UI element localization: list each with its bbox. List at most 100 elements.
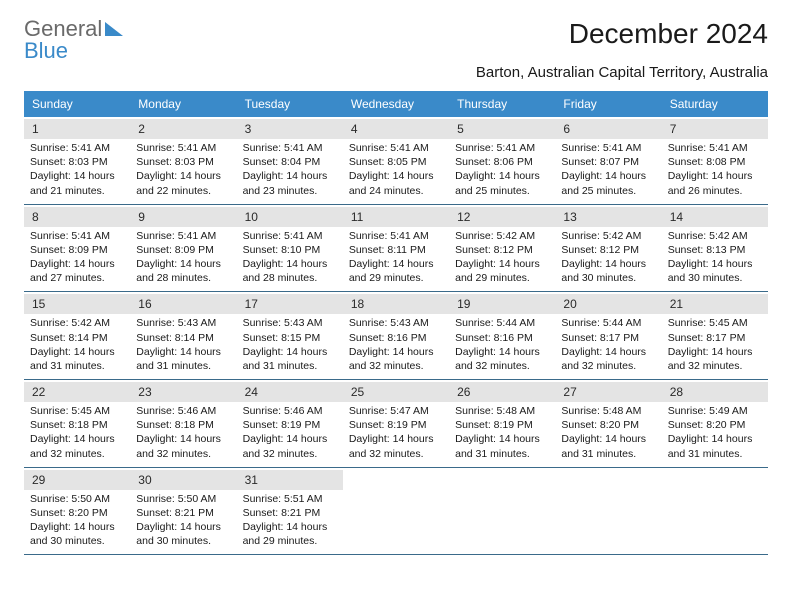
day-number: 10 bbox=[237, 207, 266, 227]
sunrise-line: Sunrise: 5:48 AM bbox=[455, 404, 549, 418]
day-number: 18 bbox=[343, 294, 372, 314]
logo-text-2: Blue bbox=[24, 38, 68, 63]
day-number bbox=[449, 477, 465, 483]
sunrise-line: Sunrise: 5:42 AM bbox=[30, 316, 124, 330]
sunset-line: Sunset: 8:19 PM bbox=[455, 418, 549, 432]
calendar-day: 16Sunrise: 5:43 AMSunset: 8:14 PMDayligh… bbox=[130, 292, 236, 379]
day-number: 23 bbox=[130, 382, 159, 402]
calendar-day: 11Sunrise: 5:41 AMSunset: 8:11 PMDayligh… bbox=[343, 205, 449, 292]
daylight-line: Daylight: 14 hours and 23 minutes. bbox=[243, 169, 337, 197]
logo: General Blue bbox=[24, 18, 123, 62]
sunrise-line: Sunrise: 5:41 AM bbox=[243, 141, 337, 155]
weekday-header: Monday bbox=[130, 91, 236, 117]
daylight-line: Daylight: 14 hours and 31 minutes. bbox=[136, 345, 230, 373]
daylight-line: Daylight: 14 hours and 32 minutes. bbox=[136, 432, 230, 460]
sunrise-line: Sunrise: 5:44 AM bbox=[455, 316, 549, 330]
calendar-day bbox=[555, 468, 661, 555]
weekday-header-row: SundayMondayTuesdayWednesdayThursdayFrid… bbox=[24, 91, 768, 117]
daylight-line: Daylight: 14 hours and 32 minutes. bbox=[668, 345, 762, 373]
sunset-line: Sunset: 8:18 PM bbox=[30, 418, 124, 432]
sunset-line: Sunset: 8:20 PM bbox=[561, 418, 655, 432]
daylight-line: Daylight: 14 hours and 32 minutes. bbox=[455, 345, 549, 373]
day-number: 9 bbox=[130, 207, 153, 227]
calendar-day: 15Sunrise: 5:42 AMSunset: 8:14 PMDayligh… bbox=[24, 292, 130, 379]
sunset-line: Sunset: 8:05 PM bbox=[349, 155, 443, 169]
day-number: 24 bbox=[237, 382, 266, 402]
sunrise-line: Sunrise: 5:42 AM bbox=[455, 229, 549, 243]
sunrise-line: Sunrise: 5:42 AM bbox=[668, 229, 762, 243]
sunrise-line: Sunrise: 5:51 AM bbox=[243, 492, 337, 506]
day-number: 28 bbox=[662, 382, 691, 402]
calendar-day: 19Sunrise: 5:44 AMSunset: 8:16 PMDayligh… bbox=[449, 292, 555, 379]
sunrise-line: Sunrise: 5:43 AM bbox=[349, 316, 443, 330]
calendar-week: 15Sunrise: 5:42 AMSunset: 8:14 PMDayligh… bbox=[24, 292, 768, 380]
sunrise-line: Sunrise: 5:41 AM bbox=[30, 141, 124, 155]
daylight-line: Daylight: 14 hours and 31 minutes. bbox=[455, 432, 549, 460]
calendar-day: 17Sunrise: 5:43 AMSunset: 8:15 PMDayligh… bbox=[237, 292, 343, 379]
sunrise-line: Sunrise: 5:49 AM bbox=[668, 404, 762, 418]
daylight-line: Daylight: 14 hours and 24 minutes. bbox=[349, 169, 443, 197]
calendar-day: 30Sunrise: 5:50 AMSunset: 8:21 PMDayligh… bbox=[130, 468, 236, 555]
calendar-day: 13Sunrise: 5:42 AMSunset: 8:12 PMDayligh… bbox=[555, 205, 661, 292]
day-number: 2 bbox=[130, 119, 153, 139]
sunset-line: Sunset: 8:09 PM bbox=[30, 243, 124, 257]
day-number: 11 bbox=[343, 207, 371, 227]
calendar-day bbox=[343, 468, 449, 555]
daylight-line: Daylight: 14 hours and 30 minutes. bbox=[668, 257, 762, 285]
daylight-line: Daylight: 14 hours and 31 minutes. bbox=[668, 432, 762, 460]
calendar-day: 9Sunrise: 5:41 AMSunset: 8:09 PMDaylight… bbox=[130, 205, 236, 292]
calendar-day: 2 Sunrise: 5:41 AMSunset: 8:03 PMDaylight… bbox=[130, 117, 236, 204]
calendar-day: 3 Sunrise: 5:41 AMSunset: 8:04 PMDaylight… bbox=[237, 117, 343, 204]
sunset-line: Sunset: 8:11 PM bbox=[349, 243, 443, 257]
calendar: SundayMondayTuesdayWednesdayThursdayFrid… bbox=[24, 91, 768, 555]
sunrise-line: Sunrise: 5:41 AM bbox=[668, 141, 762, 155]
day-number: 7 bbox=[662, 119, 685, 139]
page-title: December 2024 bbox=[569, 18, 768, 50]
sunset-line: Sunset: 8:17 PM bbox=[668, 331, 762, 345]
sunrise-line: Sunrise: 5:44 AM bbox=[561, 316, 655, 330]
daylight-line: Daylight: 14 hours and 22 minutes. bbox=[136, 169, 230, 197]
calendar-day: 18Sunrise: 5:43 AMSunset: 8:16 PMDayligh… bbox=[343, 292, 449, 379]
sunset-line: Sunset: 8:19 PM bbox=[243, 418, 337, 432]
sunset-line: Sunset: 8:04 PM bbox=[243, 155, 337, 169]
sunset-line: Sunset: 8:12 PM bbox=[455, 243, 549, 257]
calendar-week: 29Sunrise: 5:50 AMSunset: 8:20 PMDayligh… bbox=[24, 468, 768, 556]
daylight-line: Daylight: 14 hours and 28 minutes. bbox=[243, 257, 337, 285]
sunset-line: Sunset: 8:20 PM bbox=[668, 418, 762, 432]
sunrise-line: Sunrise: 5:41 AM bbox=[136, 141, 230, 155]
day-number: 21 bbox=[662, 294, 691, 314]
calendar-day: 6Sunrise: 5:41 AMSunset: 8:07 PMDaylight… bbox=[555, 117, 661, 204]
sunset-line: Sunset: 8:15 PM bbox=[243, 331, 337, 345]
sunrise-line: Sunrise: 5:50 AM bbox=[30, 492, 124, 506]
day-number: 13 bbox=[555, 207, 584, 227]
sunset-line: Sunset: 8:13 PM bbox=[668, 243, 762, 257]
sunset-line: Sunset: 8:14 PM bbox=[30, 331, 124, 345]
location-subtitle: Barton, Australian Capital Territory, Au… bbox=[24, 64, 768, 81]
daylight-line: Daylight: 14 hours and 30 minutes. bbox=[561, 257, 655, 285]
daylight-line: Daylight: 14 hours and 28 minutes. bbox=[136, 257, 230, 285]
logo-sail-icon bbox=[105, 22, 123, 36]
daylight-line: Daylight: 14 hours and 31 minutes. bbox=[30, 345, 124, 373]
day-number: 3 bbox=[237, 119, 260, 139]
daylight-line: Daylight: 14 hours and 25 minutes. bbox=[455, 169, 549, 197]
daylight-line: Daylight: 14 hours and 32 minutes. bbox=[561, 345, 655, 373]
sunset-line: Sunset: 8:03 PM bbox=[136, 155, 230, 169]
day-number: 5 bbox=[449, 119, 472, 139]
daylight-line: Daylight: 14 hours and 25 minutes. bbox=[561, 169, 655, 197]
day-number: 14 bbox=[662, 207, 691, 227]
daylight-line: Daylight: 14 hours and 29 minutes. bbox=[243, 520, 337, 548]
daylight-line: Daylight: 14 hours and 26 minutes. bbox=[668, 169, 762, 197]
calendar-day: 31Sunrise: 5:51 AMSunset: 8:21 PMDayligh… bbox=[237, 468, 343, 555]
daylight-line: Daylight: 14 hours and 27 minutes. bbox=[30, 257, 124, 285]
calendar-day: 7Sunrise: 5:41 AMSunset: 8:08 PMDaylight… bbox=[662, 117, 768, 204]
weekday-header: Tuesday bbox=[237, 91, 343, 117]
sunrise-line: Sunrise: 5:50 AM bbox=[136, 492, 230, 506]
sunset-line: Sunset: 8:16 PM bbox=[349, 331, 443, 345]
calendar-day: 21Sunrise: 5:45 AMSunset: 8:17 PMDayligh… bbox=[662, 292, 768, 379]
calendar-day: 8Sunrise: 5:41 AMSunset: 8:09 PMDaylight… bbox=[24, 205, 130, 292]
daylight-line: Daylight: 14 hours and 30 minutes. bbox=[136, 520, 230, 548]
weekday-header: Thursday bbox=[449, 91, 555, 117]
calendar-week: 1Sunrise: 5:41 AMSunset: 8:03 PMDaylight… bbox=[24, 117, 768, 205]
calendar-day: 23Sunrise: 5:46 AMSunset: 8:18 PMDayligh… bbox=[130, 380, 236, 467]
sunset-line: Sunset: 8:12 PM bbox=[561, 243, 655, 257]
